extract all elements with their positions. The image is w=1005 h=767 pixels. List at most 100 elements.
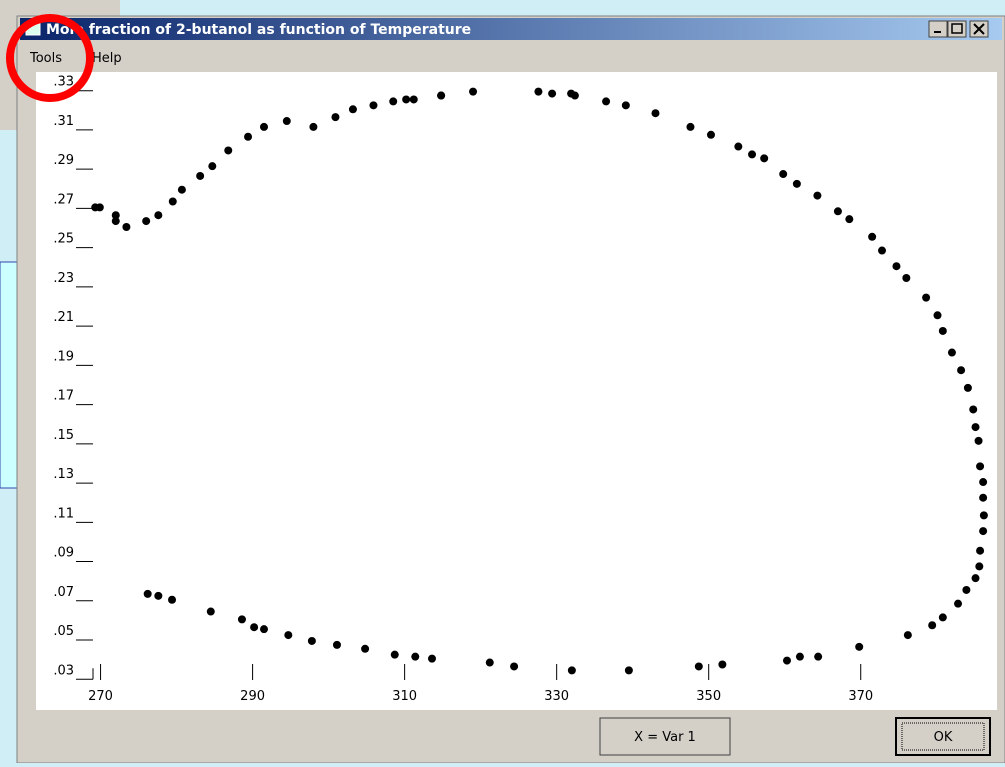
point	[469, 88, 477, 96]
point	[939, 613, 947, 621]
menu-item[interactable]: Tools	[29, 51, 62, 66]
point	[976, 547, 984, 555]
point	[486, 659, 494, 667]
point	[783, 657, 791, 665]
point	[902, 274, 910, 282]
point	[878, 247, 886, 255]
point	[437, 92, 445, 100]
y-tick-label: .23	[53, 271, 74, 286]
point	[250, 623, 258, 631]
point	[283, 117, 291, 125]
point	[707, 131, 715, 139]
point	[142, 217, 150, 225]
point	[548, 90, 556, 98]
page: Mole fraction of 2-butanol as function o…	[0, 0, 1005, 763]
point	[391, 651, 399, 659]
point	[389, 97, 397, 105]
button-label[interactable]: X = Var 1	[634, 730, 696, 745]
point	[979, 494, 987, 502]
y-tick-label: .29	[53, 153, 74, 168]
point	[411, 653, 419, 661]
point	[571, 92, 579, 100]
point	[144, 590, 152, 598]
y-tick-label: .09	[53, 546, 74, 561]
x-tick-label: 350	[696, 689, 721, 704]
point	[169, 197, 177, 205]
screen: Mole fraction of 2-butanol as function o…	[0, 0, 1005, 763]
point	[369, 101, 377, 109]
point	[954, 600, 962, 608]
point	[568, 666, 576, 674]
point	[154, 592, 162, 600]
point	[957, 366, 965, 374]
point	[975, 562, 983, 570]
y-tick-label: .11	[53, 506, 74, 521]
plot-area	[36, 72, 997, 710]
point	[361, 645, 369, 653]
point	[814, 653, 822, 661]
point	[625, 666, 633, 674]
point	[622, 101, 630, 109]
point	[260, 123, 268, 131]
point	[331, 113, 339, 121]
menu-item[interactable]: Help	[92, 51, 122, 66]
point	[976, 462, 984, 470]
point	[308, 637, 316, 645]
point	[939, 327, 947, 335]
y-tick-label: .31	[53, 114, 74, 129]
point	[845, 215, 853, 223]
point	[244, 133, 252, 141]
point	[534, 88, 542, 96]
point	[410, 95, 418, 103]
point	[734, 143, 742, 151]
point	[96, 203, 104, 211]
point	[972, 574, 980, 582]
point	[510, 662, 518, 670]
button-label[interactable]: OK	[934, 730, 953, 745]
point	[813, 192, 821, 200]
point	[402, 95, 410, 103]
point	[651, 109, 659, 117]
point	[238, 615, 246, 623]
point	[796, 653, 804, 661]
point	[333, 641, 341, 649]
y-tick-label: .07	[53, 585, 74, 600]
point	[122, 223, 130, 231]
point	[168, 596, 176, 604]
point	[969, 405, 977, 413]
point	[208, 162, 216, 170]
y-tick-label: .21	[53, 310, 74, 325]
point	[793, 180, 801, 188]
y-tick-label: .25	[53, 232, 74, 247]
window-title: Mole fraction of 2-butanol as function o…	[46, 22, 471, 38]
point	[112, 217, 120, 225]
x-tick-label: 330	[544, 689, 569, 704]
y-tick-label: .05	[53, 624, 74, 639]
y-tick-label: .15	[53, 428, 74, 443]
point	[934, 311, 942, 319]
point	[975, 437, 983, 445]
window-controls[interactable]	[929, 21, 988, 37]
point	[904, 631, 912, 639]
y-tick-label: .13	[53, 467, 74, 482]
x-tick-label: 370	[848, 689, 873, 704]
point	[349, 105, 357, 113]
x-tick-label: 310	[392, 689, 417, 704]
point	[979, 478, 987, 486]
point	[760, 154, 768, 162]
point	[980, 511, 988, 519]
point	[979, 527, 987, 535]
point	[428, 655, 436, 663]
point	[224, 146, 232, 154]
point	[779, 170, 787, 178]
point	[928, 621, 936, 629]
point	[178, 186, 186, 194]
minimize-button[interactable]	[929, 21, 947, 37]
point	[962, 586, 970, 594]
point	[868, 233, 876, 241]
x-tick-label: 290	[240, 689, 265, 704]
point	[309, 123, 317, 131]
point	[686, 123, 694, 131]
y-tick-label: .27	[53, 192, 74, 207]
y-tick-label: .19	[53, 349, 74, 364]
